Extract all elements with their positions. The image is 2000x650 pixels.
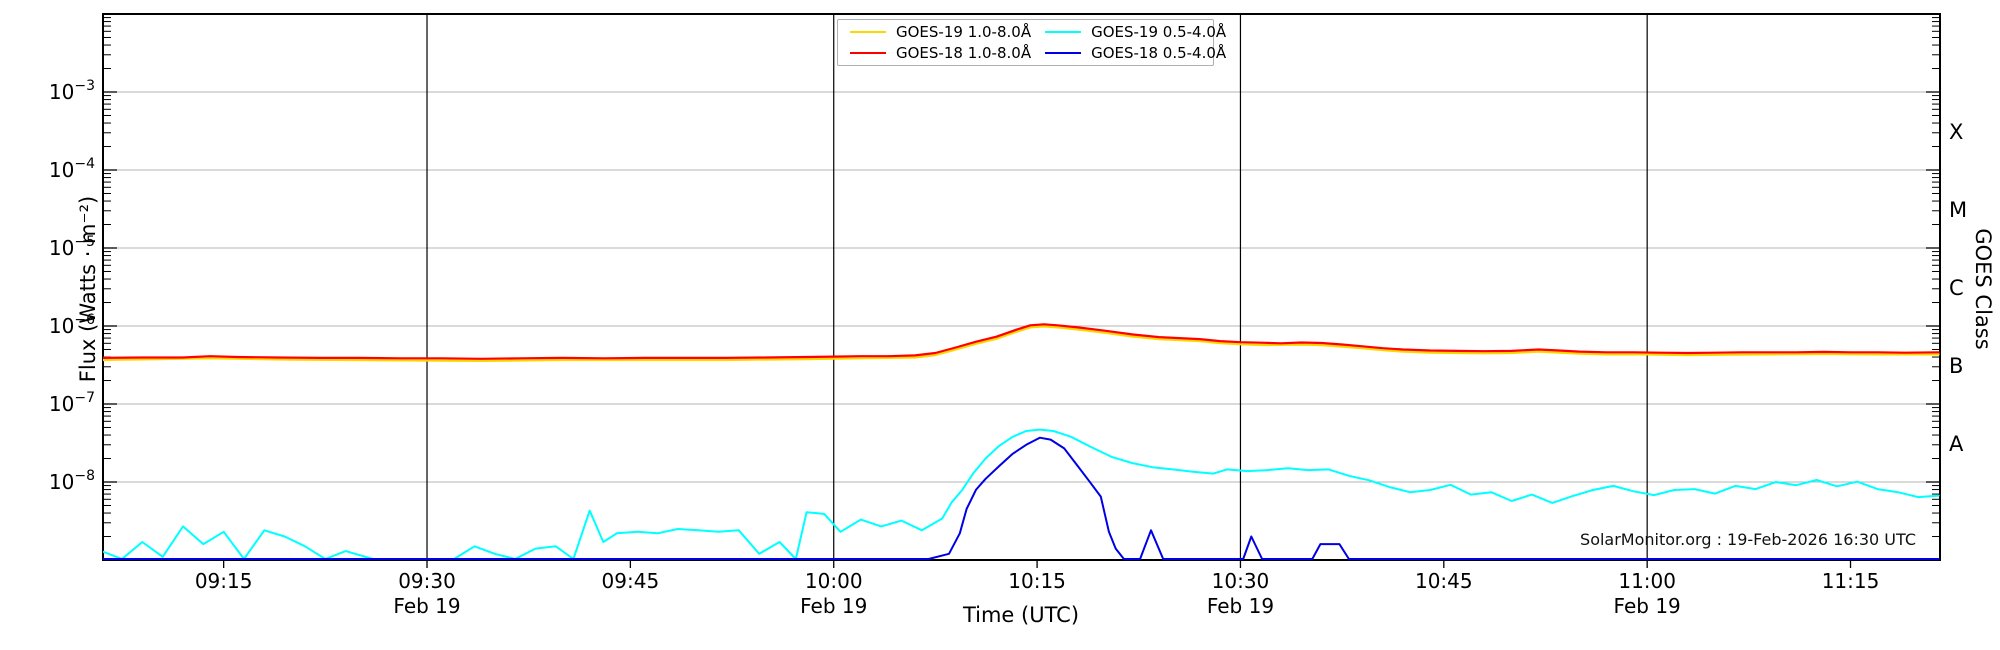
goes-class-letter-c: C	[1949, 276, 1964, 300]
legend-entry-goes19-short: GOES-19 0.5-4.0Å	[1045, 22, 1226, 43]
legend-line-icon	[850, 51, 886, 54]
legend-entry-goes19-long: GOES-19 1.0-8.0Å	[850, 22, 1031, 43]
series-goes-18-1-0-8-0-	[103, 323, 1940, 360]
goes-class-letter-x: X	[1949, 120, 1963, 144]
legend-line-icon	[1045, 31, 1082, 34]
x-tick-label: 11:00	[1618, 569, 1676, 593]
x-tick-label: 11:15	[1822, 569, 1880, 593]
x-tick-sublabel: Feb 19	[1207, 594, 1274, 618]
right-y-axis-title: GOES Class	[1971, 228, 1995, 350]
axes-frame	[102, 13, 1941, 561]
legend-line-icon	[1045, 51, 1082, 54]
series-goes-19-1-0-8-0-	[103, 325, 1940, 362]
y-tick-label: 10−7	[49, 390, 95, 416]
x-tick-label: 09:45	[602, 569, 660, 593]
legend-entry-goes18-long: GOES-18 1.0-8.0Å	[850, 43, 1031, 64]
watermark-text: SolarMonitor.org : 19-Feb-2026 16:30 UTC	[1580, 530, 1916, 549]
x-tick-label: 10:00	[805, 569, 863, 593]
legend-entry-goes18-short: GOES-18 0.5-4.0Å	[1045, 43, 1226, 64]
chart-legend: GOES-19 1.0-8.0Å GOES-18 1.0-8.0Å GOES-1…	[837, 19, 1226, 66]
x-tick-label: 10:15	[1008, 569, 1066, 593]
goes-class-letter-m: M	[1949, 198, 1967, 222]
goes-class-letter-a: A	[1949, 432, 1964, 456]
x-tick-sublabel: Feb 19	[393, 594, 460, 618]
x-tick-label: 10:30	[1212, 569, 1270, 593]
x-tick-label: 10:45	[1415, 569, 1473, 593]
legend-label: GOES-19 0.5-4.0Å	[1091, 23, 1227, 42]
y-tick-label: 10−5	[49, 234, 95, 260]
x-tick-sublabel: Feb 19	[1614, 594, 1681, 618]
legend-label: GOES-18 0.5-4.0Å	[1091, 43, 1227, 62]
x-tick-label: 09:30	[398, 569, 456, 593]
legend-line-icon	[850, 31, 886, 34]
legend-label: GOES-19 1.0-8.0Å	[896, 23, 1032, 42]
y-axis-title: Flux (Watts · m⁻²)	[76, 195, 100, 383]
x-tick-sublabel: Feb 19	[800, 594, 867, 618]
y-tick-label: 10−3	[49, 78, 95, 104]
x-tick-label: 09:15	[195, 569, 253, 593]
x-axis-title: Time (UTC)	[962, 603, 1080, 627]
y-tick-label: 10−8	[49, 468, 95, 494]
series-goes-18-0-5-4-0-	[103, 436, 1940, 560]
y-tick-label: 10−4	[49, 156, 95, 182]
goes-class-letter-b: B	[1949, 354, 1963, 378]
y-tick-label: 10−6	[49, 312, 95, 338]
legend-label: GOES-18 1.0-8.0Å	[896, 43, 1032, 62]
